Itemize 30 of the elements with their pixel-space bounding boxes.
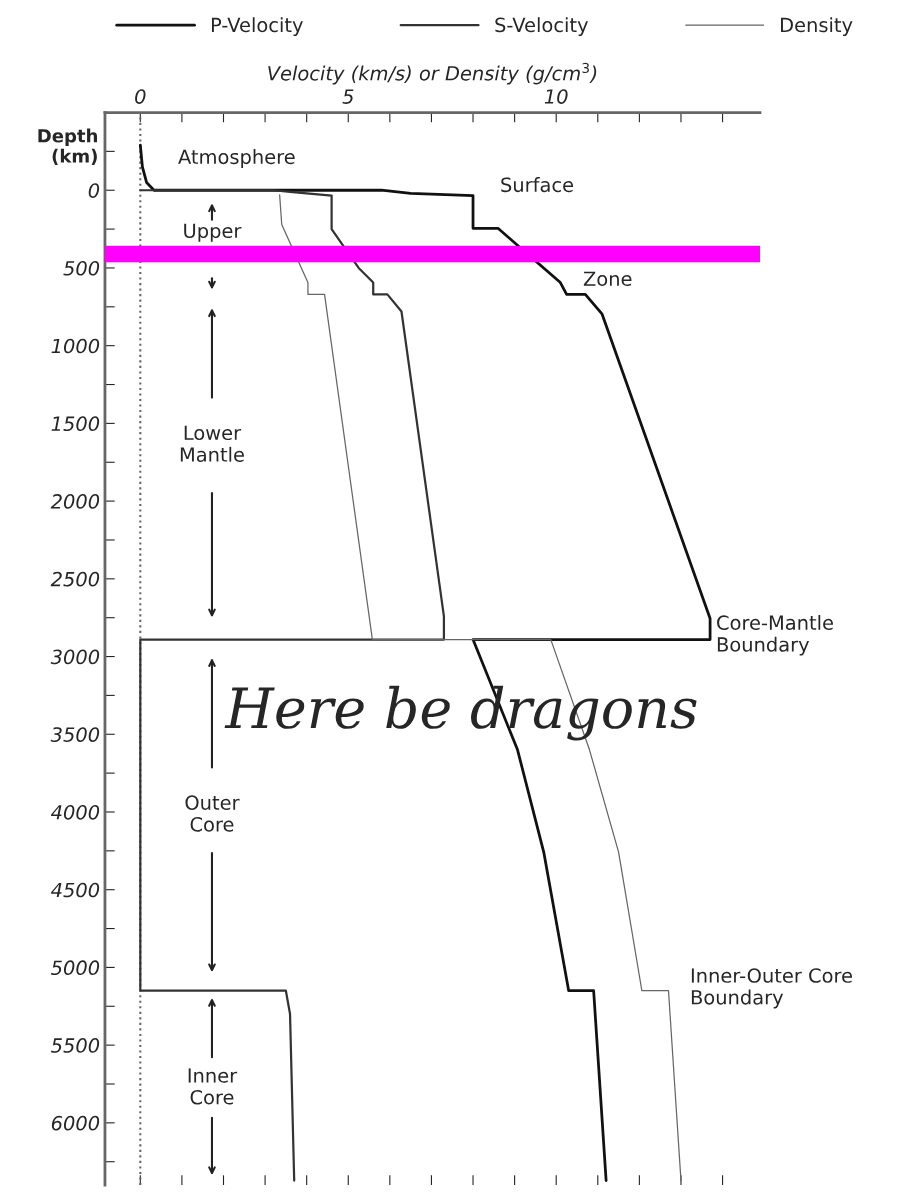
annotation: Lower Mantle (180, 425, 244, 462)
y-axis-title: Depth (km) (38, 128, 97, 165)
y-tick-label: 4500 (50, 882, 100, 898)
annotation: Outer Core (185, 795, 240, 832)
x-axis-title: Velocity (km/s) or Density (g/cm$^{3}$) (268, 62, 597, 85)
y-tick-label: 5000 (51, 960, 100, 976)
annotation: Zone (583, 271, 632, 287)
x-tick-label: 5 (342, 89, 354, 104)
y-tick-label: 500 (63, 260, 100, 276)
x-tick-label: 10 (544, 89, 568, 104)
y-tick-label: 6000 (51, 1115, 100, 1131)
y-tick-label: 5500 (51, 1038, 100, 1053)
y-tick-label: 3500 (50, 727, 100, 742)
x-tick-label: 0 (135, 89, 146, 104)
y-tick-label: 0 (88, 183, 100, 198)
annotation: Atmosphere (178, 149, 295, 168)
legend-label: P-Velocity (211, 17, 303, 37)
y-tick-label: 1000 (51, 338, 100, 354)
annotation: Core-Mantle Boundary (717, 614, 833, 656)
y-tick-label: 2500 (50, 571, 100, 587)
y-tick-label: 4000 (50, 804, 100, 820)
y-tick-label: 2000 (50, 494, 100, 509)
y-tick-label: 3000 (50, 649, 100, 665)
legend-label: S-Velocity (495, 17, 588, 37)
annotation: Surface (501, 177, 574, 193)
y-tick-label: 1500 (51, 416, 100, 432)
annotation: Upper (184, 223, 242, 242)
annotation: Inner Core (188, 1068, 238, 1105)
annotation: Inner-Outer Core Boundary (691, 968, 852, 1009)
legend-label: Density (781, 17, 853, 37)
